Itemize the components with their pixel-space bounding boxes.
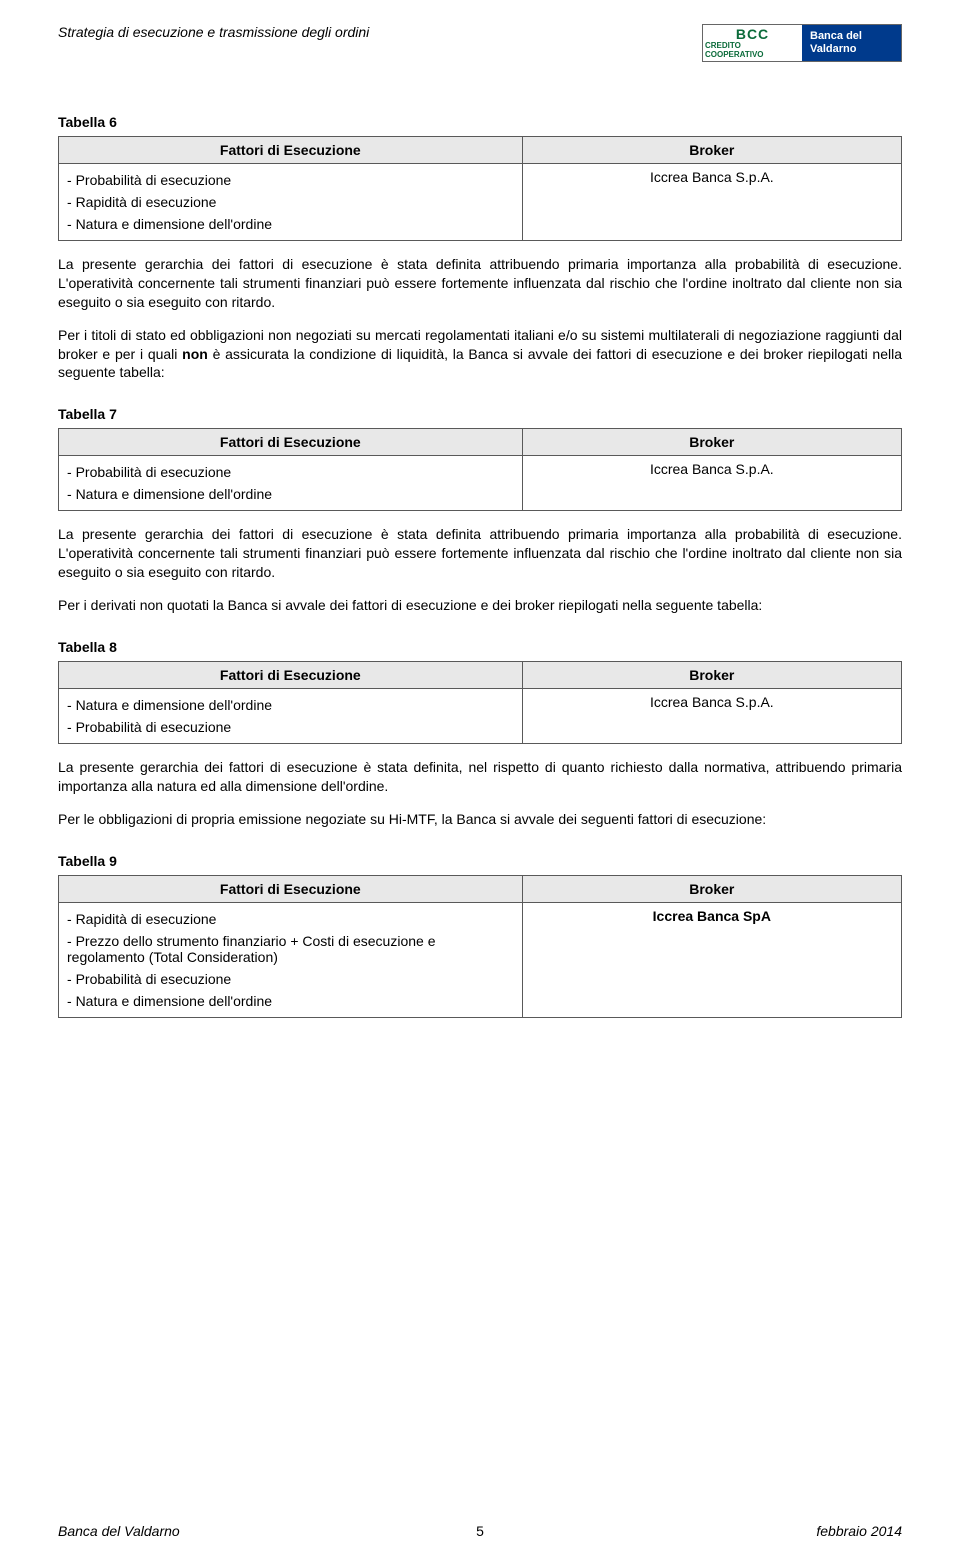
table6-row2: Rapidità di esecuzione bbox=[67, 191, 514, 213]
table7-label: Tabella 7 bbox=[58, 406, 902, 422]
table6-label: Tabella 6 bbox=[58, 114, 902, 130]
table8: Fattori di Esecuzione Broker Natura e di… bbox=[58, 661, 902, 744]
document-title: Strategia di esecuzione e trasmissione d… bbox=[58, 24, 369, 40]
table8-header-fattori: Fattori di Esecuzione bbox=[59, 661, 523, 688]
bank-logo: BCC CREDITO COOPERATIVO Banca del Valdar… bbox=[702, 24, 902, 62]
table9-row3: Probabilità di esecuzione bbox=[67, 968, 514, 990]
paragraph4: Per i derivati non quotati la Banca si a… bbox=[58, 596, 902, 615]
paragraph6: Per le obbligazioni di propria emissione… bbox=[58, 810, 902, 829]
table6-header-broker: Broker bbox=[522, 137, 901, 164]
table9-header-broker: Broker bbox=[522, 875, 901, 902]
table7-header-broker: Broker bbox=[522, 429, 901, 456]
footer-right: febbraio 2014 bbox=[816, 1523, 902, 1539]
table7-row1: Probabilità di esecuzione bbox=[67, 461, 514, 483]
footer-left: Banca del Valdarno bbox=[58, 1523, 180, 1539]
table7-header-fattori: Fattori di Esecuzione bbox=[59, 429, 523, 456]
footer-page-number: 5 bbox=[476, 1523, 484, 1539]
logo-bcc-text: BCC bbox=[736, 27, 769, 42]
table8-label: Tabella 8 bbox=[58, 639, 902, 655]
page-header: Strategia di esecuzione e trasmissione d… bbox=[0, 0, 960, 70]
table9-header-fattori: Fattori di Esecuzione bbox=[59, 875, 523, 902]
table7-left-cell: Probabilità di esecuzione Natura e dimen… bbox=[59, 456, 523, 511]
logo-right-line1: Banca del bbox=[810, 30, 862, 43]
page-content: Tabella 6 Fattori di Esecuzione Broker P… bbox=[0, 70, 960, 1018]
table9-row4: Natura e dimensione dell'ordine bbox=[67, 990, 514, 1012]
table8-header-broker: Broker bbox=[522, 661, 901, 688]
table9-row2: Prezzo dello strumento finanziario + Cos… bbox=[67, 930, 514, 968]
paragraph2-bold: non bbox=[182, 346, 208, 362]
table7-broker: Iccrea Banca S.p.A. bbox=[522, 456, 901, 511]
table9-row1: Rapidità di esecuzione bbox=[67, 908, 514, 930]
table6: Fattori di Esecuzione Broker Probabilità… bbox=[58, 136, 902, 241]
table8-left-cell: Natura e dimensione dell'ordine Probabil… bbox=[59, 688, 523, 743]
table7-row2: Natura e dimensione dell'ordine bbox=[67, 483, 514, 505]
table6-row3: Natura e dimensione dell'ordine bbox=[67, 213, 514, 235]
table6-row1: Probabilità di esecuzione bbox=[67, 169, 514, 191]
logo-bcc-subtext: CREDITO COOPERATIVO bbox=[705, 42, 800, 60]
paragraph5: La presente gerarchia dei fattori di ese… bbox=[58, 758, 902, 796]
table7: Fattori di Esecuzione Broker Probabilità… bbox=[58, 428, 902, 511]
table6-broker: Iccrea Banca S.p.A. bbox=[522, 164, 901, 241]
table8-broker: Iccrea Banca S.p.A. bbox=[522, 688, 901, 743]
table9-broker: Iccrea Banca SpA bbox=[522, 902, 901, 1017]
table8-row1: Natura e dimensione dell'ordine bbox=[67, 694, 514, 716]
paragraph2: Per i titoli di stato ed obbligazioni no… bbox=[58, 326, 902, 383]
table9-label: Tabella 9 bbox=[58, 853, 902, 869]
page-footer: Banca del Valdarno 5 febbraio 2014 bbox=[58, 1523, 902, 1539]
table9: Fattori di Esecuzione Broker Rapidità di… bbox=[58, 875, 902, 1018]
logo-right-line2: Valdarno bbox=[810, 43, 856, 56]
paragraph1: La presente gerarchia dei fattori di ese… bbox=[58, 255, 902, 312]
table9-left-cell: Rapidità di esecuzione Prezzo dello stru… bbox=[59, 902, 523, 1017]
logo-bcc: BCC CREDITO COOPERATIVO bbox=[703, 25, 802, 61]
table6-left-cell: Probabilità di esecuzione Rapidità di es… bbox=[59, 164, 523, 241]
table6-header-fattori: Fattori di Esecuzione bbox=[59, 137, 523, 164]
table8-row2: Probabilità di esecuzione bbox=[67, 716, 514, 738]
logo-valdarno: Banca del Valdarno bbox=[802, 25, 901, 61]
paragraph3: La presente gerarchia dei fattori di ese… bbox=[58, 525, 902, 582]
